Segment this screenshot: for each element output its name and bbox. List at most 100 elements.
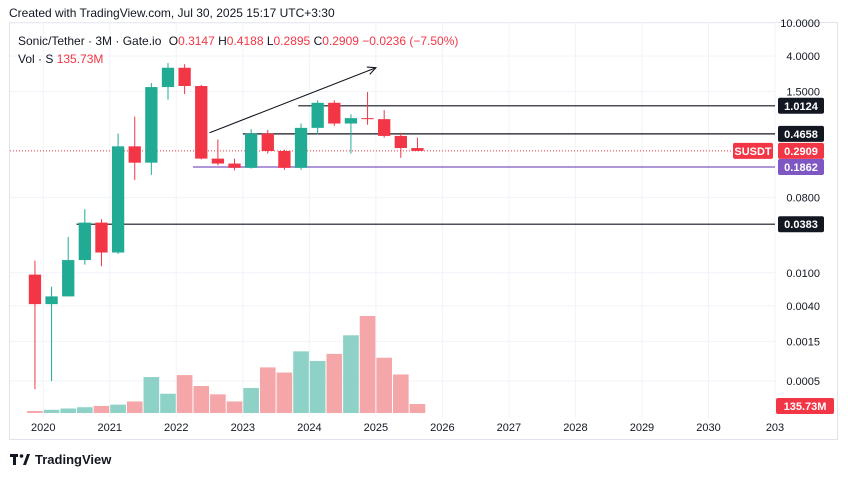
- legend-open-value: 0.3147: [178, 34, 215, 48]
- legend-low-value: 0.2895: [273, 34, 311, 48]
- y-tick-label: 0.0800: [786, 193, 820, 205]
- candle-body[interactable]: [311, 102, 324, 128]
- y-tick-label: 10.0000: [780, 18, 820, 30]
- x-tick-label: 2023: [231, 422, 255, 434]
- volume-bar: [309, 360, 326, 413]
- volume-bar: [143, 377, 160, 413]
- candle-body[interactable]: [361, 118, 374, 120]
- volume-axis-label-bg: [776, 398, 834, 414]
- candle-body[interactable]: [195, 86, 208, 159]
- volume-bar: [77, 407, 93, 413]
- y-tick-label: 4.0000: [786, 51, 820, 63]
- candle-body[interactable]: [45, 296, 58, 305]
- legend-close-label: C: [313, 34, 323, 48]
- legend-change: −0.0236 (−7.50%): [362, 34, 459, 48]
- ticker-label: SUSDT: [734, 146, 772, 158]
- volume-bar: [193, 386, 210, 413]
- x-tick-label: 2026: [430, 422, 454, 434]
- y-tick-label: 1.5000: [786, 87, 820, 99]
- candle-body[interactable]: [78, 222, 91, 261]
- trend-arrow-head: [366, 66, 378, 75]
- price-label: 0.0383: [784, 219, 818, 231]
- x-tick-label: 2029: [630, 422, 654, 434]
- candle-body[interactable]: [128, 146, 141, 163]
- ticker-label-bg: [733, 142, 773, 159]
- legend-close-value: 0.2909: [322, 34, 359, 48]
- volume-bar: [392, 374, 409, 413]
- candle-body[interactable]: [244, 133, 258, 168]
- volume-bar: [110, 404, 126, 413]
- last-price-label-bg: [778, 142, 824, 159]
- candle-body[interactable]: [178, 67, 191, 87]
- volume-bar: [210, 394, 226, 413]
- candle-body[interactable]: [161, 67, 175, 88]
- x-tick-label: 2028: [563, 422, 587, 434]
- price-label-bg: [778, 159, 824, 176]
- x-tick-label: 2022: [164, 422, 188, 434]
- volume-bar: [243, 387, 259, 413]
- x-tick-label: 2025: [364, 422, 388, 434]
- candle-body[interactable]: [145, 87, 158, 163]
- x-tick-label: 2030: [696, 422, 720, 434]
- volume-bar: [326, 353, 343, 413]
- volume-bar: [409, 404, 426, 413]
- volume-axis-label: 135.73M: [784, 401, 827, 413]
- candle-body[interactable]: [394, 135, 407, 149]
- trend-arrow-line[interactable]: [209, 67, 377, 134]
- y-tick-label: 0.0015: [786, 336, 820, 348]
- price-label-bg: [778, 125, 824, 142]
- volume-bar: [343, 335, 359, 413]
- price-label: 1.0124: [784, 101, 819, 113]
- created-with-text: Created with TradingView.com, Jul 30, 20…: [9, 6, 335, 20]
- candle-body[interactable]: [111, 146, 125, 253]
- y-tick-label: 0.0040: [786, 301, 820, 313]
- volume-bar: [60, 408, 77, 413]
- tradingview-logo[interactable]: TradingView: [10, 452, 111, 467]
- legend-high-label: H: [218, 34, 227, 48]
- x-tick-label: 2020: [31, 422, 55, 434]
- volume-bar: [376, 357, 393, 413]
- x-tick-label: 2027: [497, 422, 521, 434]
- tradingview-logo-icon: [10, 453, 30, 465]
- last-price-label: 0.2909: [784, 146, 818, 158]
- volume-bar: [160, 393, 176, 413]
- volume-bar: [176, 375, 193, 413]
- candle-body[interactable]: [228, 163, 241, 168]
- y-tick-label: 0.0100: [786, 268, 820, 280]
- tradingview-logo-text: TradingView: [35, 452, 112, 467]
- candle-body[interactable]: [261, 133, 274, 152]
- candle-body[interactable]: [278, 151, 291, 168]
- legend-volume: Vol · S 135.73M: [18, 52, 103, 66]
- price-label: 0.1862: [784, 162, 818, 174]
- candle-body[interactable]: [211, 158, 225, 164]
- candle-body[interactable]: [328, 102, 341, 124]
- volume-bar: [359, 316, 376, 413]
- x-tick-label: 2024: [297, 422, 321, 434]
- legend-ohlc: Sonic/Tether · 3M · Gate.io O0.3147 H0.4…: [18, 34, 458, 48]
- legend-volume-label[interactable]: Vol · S: [18, 52, 54, 66]
- volume-bar: [226, 401, 243, 413]
- volume-bar: [93, 405, 110, 413]
- y-tick-label: 0.0005: [786, 376, 820, 388]
- volume-bar: [276, 372, 293, 413]
- candle-body[interactable]: [294, 127, 308, 168]
- x-tick-label: 2021: [98, 422, 122, 434]
- legend-high-value: 0.4188: [226, 34, 264, 48]
- volume-bar: [27, 411, 43, 413]
- candle-body[interactable]: [344, 118, 358, 124]
- legend-symbol[interactable]: Sonic/Tether · 3M · Gate.io: [18, 34, 162, 48]
- price-label: 0.4658: [784, 129, 818, 141]
- volume-bar: [259, 367, 276, 413]
- volume-bar: [43, 409, 60, 413]
- candle-body[interactable]: [95, 222, 108, 253]
- price-label-bg: [778, 97, 824, 114]
- volume-bar: [126, 401, 143, 413]
- volume-bar: [293, 351, 309, 413]
- legend-volume-value: 135.73M: [56, 52, 104, 66]
- candle-body[interactable]: [28, 274, 42, 305]
- candle-body[interactable]: [378, 119, 391, 136]
- candle-body[interactable]: [411, 148, 424, 151]
- candle-body[interactable]: [62, 260, 75, 297]
- legend-low-label: L: [266, 34, 274, 48]
